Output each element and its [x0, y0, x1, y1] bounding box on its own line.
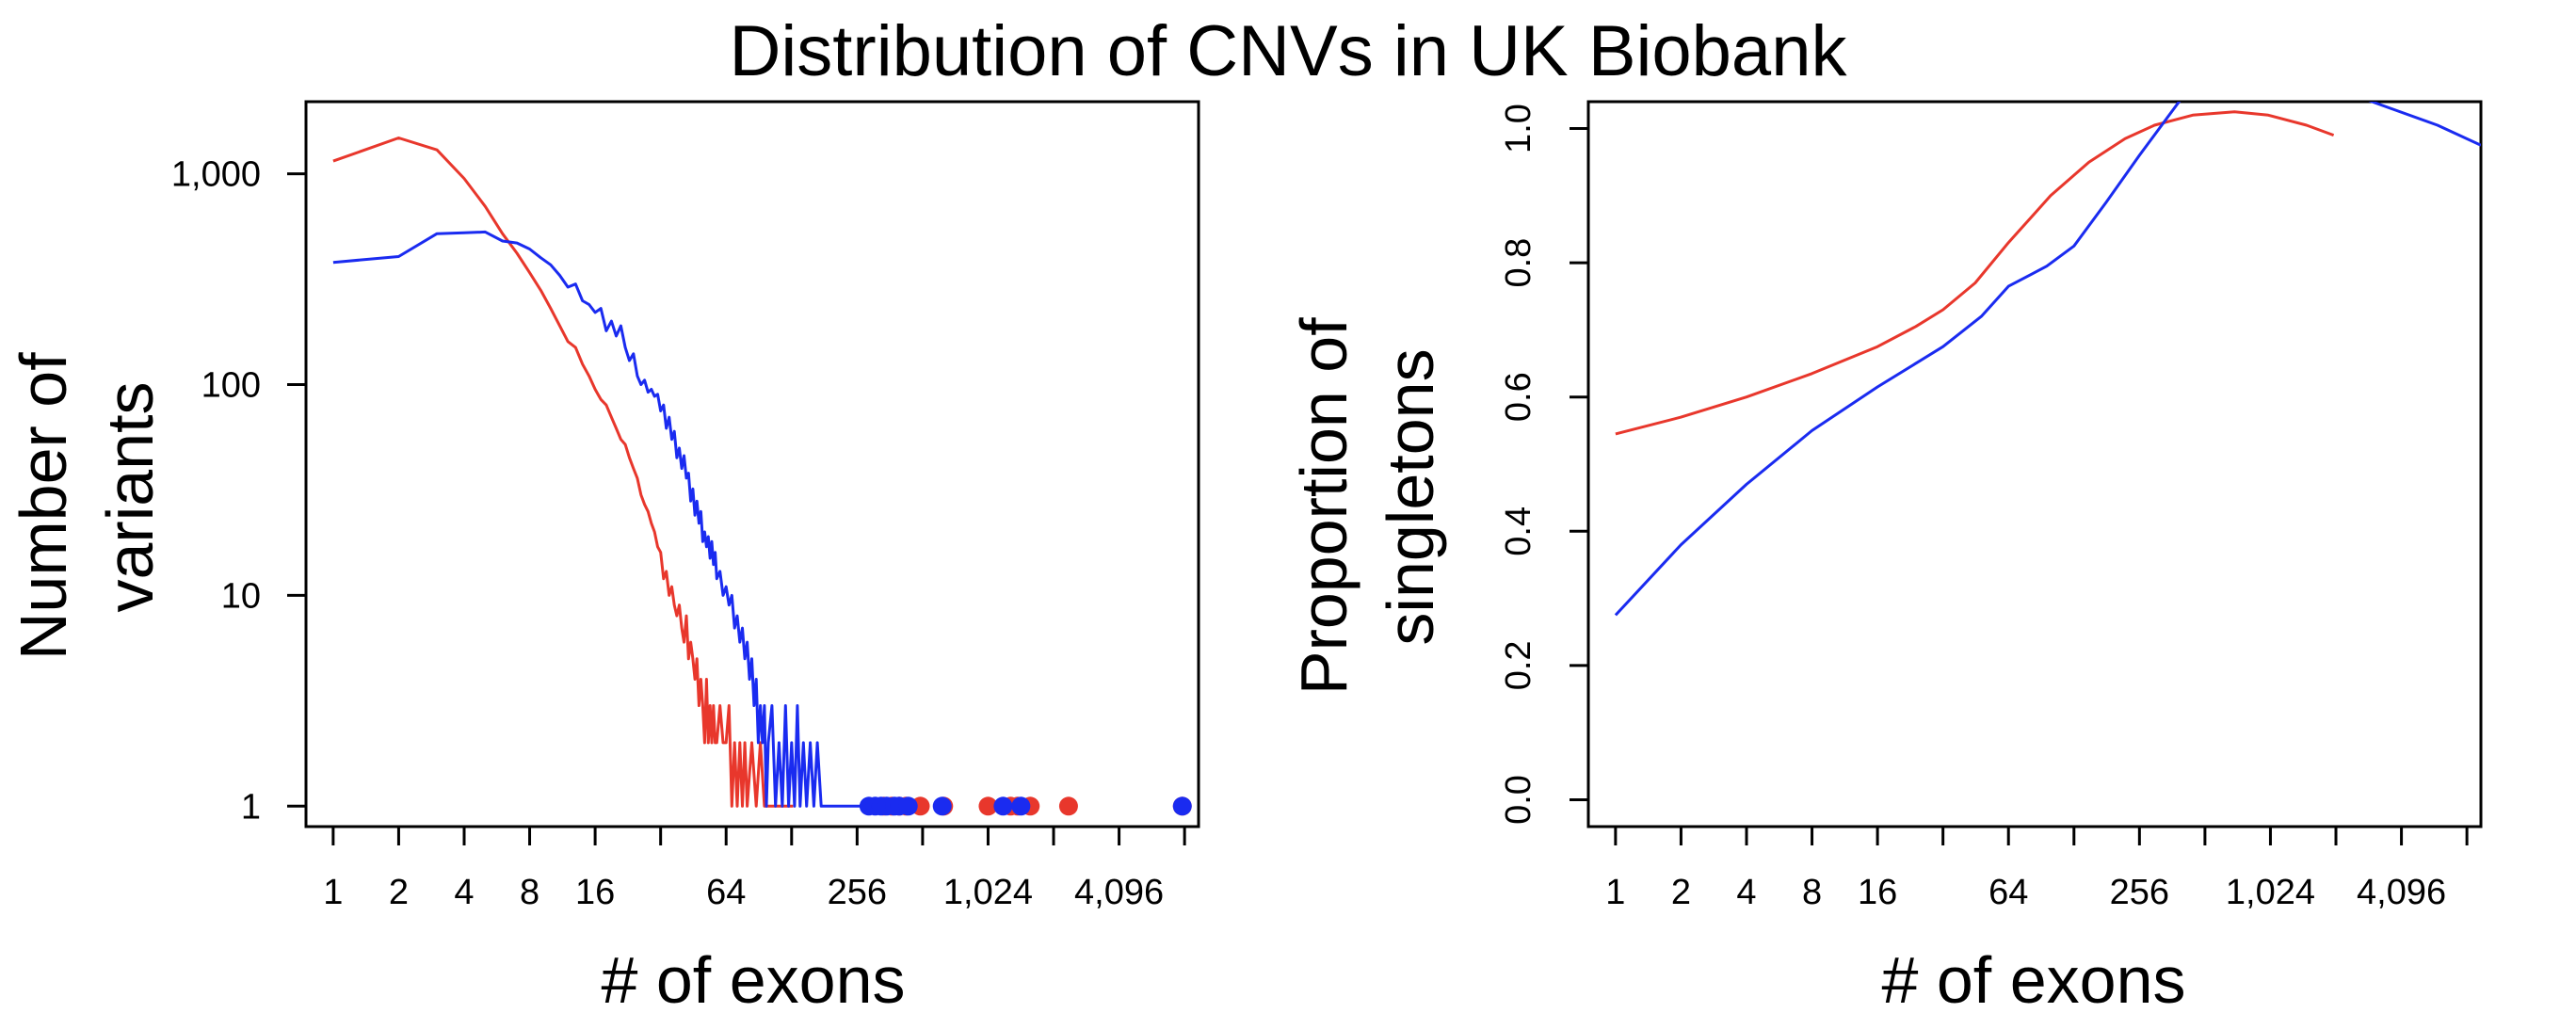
x-tick-label: 2 [1671, 873, 1691, 912]
x-tick-label: 1 [323, 873, 343, 912]
y-tick-label: 1 [241, 787, 261, 827]
y-tick-label: 0.8 [1499, 238, 1538, 288]
y-tick-label: 0.4 [1499, 506, 1538, 556]
plot-frame [304, 100, 1200, 828]
y-axis-title-line-1: Number of [7, 352, 80, 660]
red-series-line [1615, 110, 2335, 436]
left-chart-number-of-variants: 1 2 4 8 16 64 256 1,024 4,096 1 10 100 1,000 # of e… [7, 100, 1200, 1013]
x-tick-label: 256 [828, 873, 887, 912]
y-axis: 0.0 0.2 0.4 0.6 0.8 1.0 [1499, 104, 1588, 825]
y-tick-label: 1,000 [171, 155, 261, 195]
x-tick-label: 256 [2110, 873, 2169, 912]
blue-series-point [1011, 796, 1031, 816]
series-layer [1614, 102, 2481, 617]
red-series-line [332, 137, 794, 808]
x-axis-title: # of exons [602, 943, 906, 1013]
x-axis: 1 2 4 8 16 64 256 1,024 4,096 [323, 827, 1186, 912]
y-axis: 1 10 100 1,000 [171, 155, 306, 827]
x-tick-label: 4,096 [2357, 873, 2446, 912]
x-tick-label: 1,024 [943, 873, 1033, 912]
y-axis-title-line-2: variants [93, 381, 167, 612]
blue-series-line [1614, 102, 2481, 617]
y-axis-title-line-1: Proportion of [1287, 317, 1360, 695]
blue-series-line [332, 230, 873, 808]
y-tick-label: 1.0 [1499, 104, 1538, 153]
red-series-point [978, 796, 998, 816]
x-tick-label: 1 [1605, 873, 1625, 912]
y-axis-title: Number of variants [7, 334, 167, 660]
x-tick-label: 1,024 [2226, 873, 2315, 912]
y-tick-label: 0.2 [1499, 640, 1538, 690]
y-tick-label: 0.6 [1499, 372, 1538, 422]
x-tick-label: 64 [706, 873, 746, 912]
x-tick-label: 16 [1858, 873, 1897, 912]
figure-title: Distribution of CNVs in UK Biobank [730, 11, 1848, 91]
y-axis-title-line-2: singletons [1374, 348, 1447, 645]
blue-series-point [993, 796, 1013, 816]
y-axis-title: Proportion of singletons [1287, 299, 1447, 695]
x-axis: 1 2 4 8 16 64 256 1,024 4,096 [1605, 827, 2469, 912]
x-tick-label: 4 [454, 873, 474, 912]
y-tick-label: 0.0 [1499, 775, 1538, 825]
blue-series-point [932, 796, 952, 816]
right-chart-proportion-of-singletons: 1 2 4 8 16 64 256 1,024 4,096 0.0 0.2 0.4 0.6 0.8 1.0… [1287, 100, 2483, 1013]
x-tick-label: 4,096 [1074, 873, 1164, 912]
x-axis-title: # of exons [1882, 943, 2186, 1013]
x-tick-label: 4 [1736, 873, 1756, 912]
x-tick-label: 2 [389, 873, 409, 912]
blue-series-point [898, 796, 918, 816]
x-tick-label: 64 [1988, 873, 2028, 912]
blue-series-point [1172, 796, 1192, 816]
x-tick-label: 16 [575, 873, 615, 912]
red-series-point [1058, 796, 1078, 816]
plot-frame [1586, 100, 2483, 828]
series-layer [332, 137, 1192, 816]
x-tick-label: 8 [520, 873, 539, 912]
y-tick-label: 100 [201, 366, 261, 406]
y-tick-label: 10 [221, 576, 261, 616]
x-tick-label: 8 [1802, 873, 1822, 912]
